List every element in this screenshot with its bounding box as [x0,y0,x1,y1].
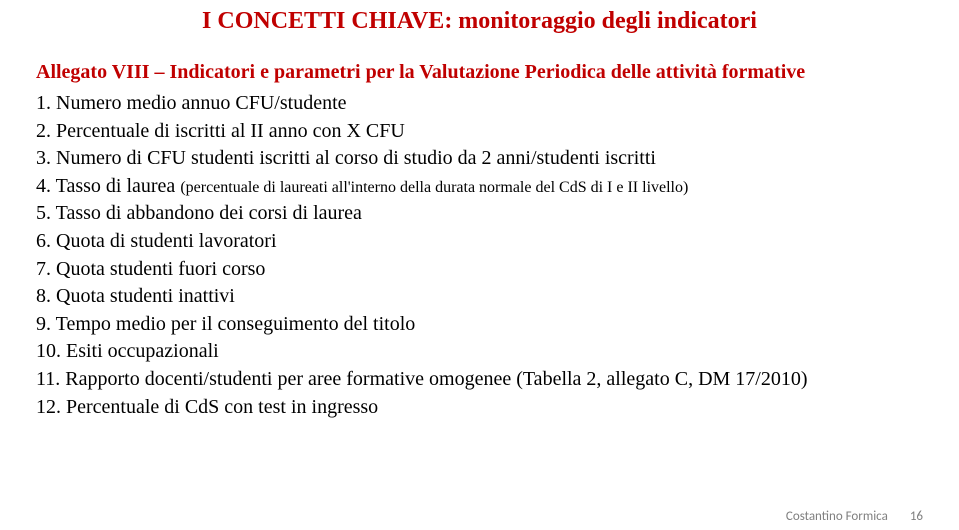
item-text: 9. Tempo medio per il conseguimento del … [36,313,415,335]
item-text: 10. Esiti occupazionali [36,340,219,362]
item-text: 12. Percentuale di CdS con test in ingre… [36,396,378,418]
item-text: 11. Rapporto docenti/studenti per aree f… [36,368,808,390]
item-text: 5. Tasso di abbandono dei corsi di laure… [36,202,362,224]
item-text: 6. Quota di studenti lavoratori [36,230,277,252]
document-page: I CONCETTI CHIAVE: monitoraggio degli in… [0,0,959,530]
list-item: 4. Tasso di laurea (percentuale di laure… [36,173,923,201]
page-title: I CONCETTI CHIAVE: monitoraggio degli in… [36,8,923,35]
item-text: 1. Numero medio annuo CFU/studente [36,92,347,114]
item-text: 4. Tasso di laurea [36,175,180,197]
item-text: 2. Percentuale di iscritti al II anno co… [36,120,405,142]
list-item: 10. Esiti occupazionali [36,338,923,366]
item-text: 8. Quota studenti inattivi [36,285,235,307]
subtitle: Allegato VIII – Indicatori e parametri p… [36,61,923,84]
item-paren: (percentuale di laureati all'interno del… [180,179,688,196]
list-item: 7. Quota studenti fuori corso [36,256,923,284]
list-item: 8. Quota studenti inattivi [36,283,923,311]
item-text: 3. Numero di CFU studenti iscritti al co… [36,147,656,169]
footer-page-number: 16 [910,509,923,524]
list-item: 11. Rapporto docenti/studenti per aree f… [36,366,923,394]
item-text: 7. Quota studenti fuori corso [36,258,265,280]
list-item: 5. Tasso di abbandono dei corsi di laure… [36,200,923,228]
footer-author: Costantino Formica [786,509,888,524]
list-item: 3. Numero di CFU studenti iscritti al co… [36,145,923,173]
list-item: 2. Percentuale di iscritti al II anno co… [36,118,923,146]
list-item: 9. Tempo medio per il conseguimento del … [36,311,923,339]
footer: Costantino Formica 16 [786,509,923,524]
list-item: 1. Numero medio annuo CFU/studente [36,90,923,118]
list-item: 6. Quota di studenti lavoratori [36,228,923,256]
indicator-list: 1. Numero medio annuo CFU/studente 2. Pe… [36,90,923,421]
list-item: 12. Percentuale di CdS con test in ingre… [36,394,923,422]
